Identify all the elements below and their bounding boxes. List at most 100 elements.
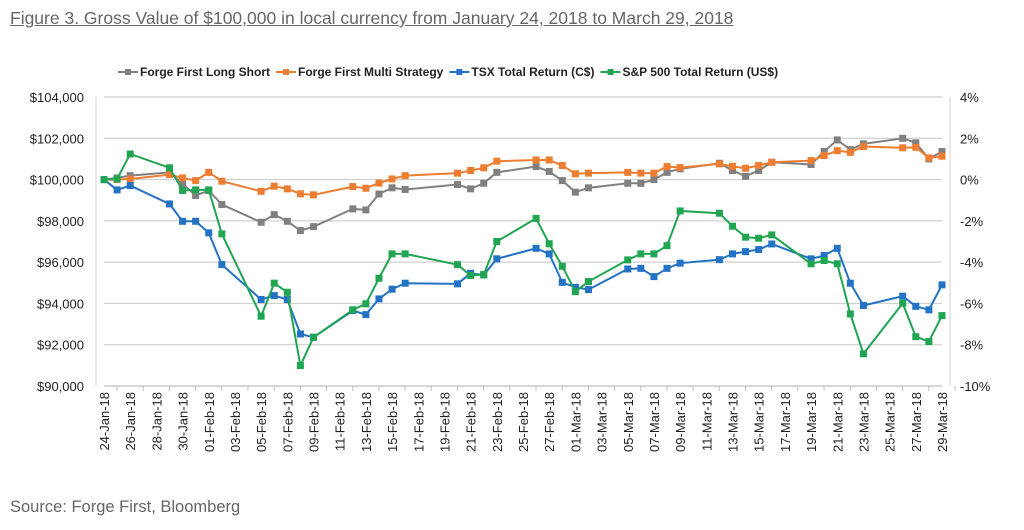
series-line [103, 178, 943, 339]
data-point [179, 174, 187, 182]
data-point [454, 181, 462, 189]
series-2 [100, 176, 946, 341]
x-tick-label: 21-Mar-18 [830, 392, 845, 452]
data-point [270, 211, 278, 219]
data-point [859, 143, 867, 151]
data-point [571, 170, 579, 178]
data-point [270, 292, 278, 300]
data-point [925, 306, 933, 314]
data-point [100, 176, 108, 184]
x-tick-label: 03-Mar-18 [595, 392, 610, 452]
data-point [859, 350, 867, 358]
data-point [296, 330, 304, 338]
data-point [715, 209, 723, 217]
series-0 [100, 134, 946, 235]
legend-marker [607, 69, 614, 75]
x-tick-label: 13-Mar-18 [726, 392, 741, 452]
data-point [807, 157, 815, 165]
data-point [401, 279, 409, 287]
data-point [375, 295, 383, 303]
data-point [375, 274, 383, 282]
data-point [113, 175, 121, 183]
data-point [192, 177, 200, 185]
figure-title: Figure 3. Gross Value of $100,000 in loc… [10, 8, 734, 28]
data-point [493, 157, 501, 165]
data-point [283, 217, 291, 225]
data-point [715, 160, 723, 168]
y-tick-label: $92,000 [37, 338, 84, 353]
data-point [584, 278, 592, 286]
x-tick-label: 29-Mar-18 [935, 392, 950, 452]
data-point [755, 246, 763, 254]
data-point [899, 292, 907, 300]
data-point [742, 164, 750, 172]
data-point [349, 306, 357, 314]
y2-tick-label: -10% [960, 379, 991, 394]
data-point [532, 156, 540, 164]
data-point [833, 244, 841, 252]
x-tick-label: 01-Mar-18 [568, 392, 583, 452]
data-point [218, 201, 226, 209]
data-point [676, 259, 684, 267]
data-point [650, 176, 658, 184]
x-tick-label: 19-Feb-18 [437, 392, 452, 452]
data-point [663, 264, 671, 272]
data-point [558, 162, 566, 170]
data-point [820, 147, 828, 155]
x-tick-label: 19-Mar-18 [804, 392, 819, 452]
data-point [584, 169, 592, 177]
x-tick-label: 28-Jan-18 [149, 392, 164, 451]
data-point [663, 168, 671, 176]
x-tick-label: 15-Feb-18 [385, 392, 400, 452]
data-point [663, 242, 671, 250]
data-point [768, 240, 776, 248]
data-point [938, 312, 946, 320]
data-point [545, 240, 553, 248]
data-point [205, 186, 213, 194]
data-point [310, 333, 317, 341]
series-3 [100, 150, 946, 370]
x-tick-label: 26-Jan-18 [123, 392, 138, 451]
legend: Forge First Long Short Forge First Multi … [118, 65, 778, 79]
data-point [532, 244, 540, 252]
x-tick-label: 23-Feb-18 [490, 392, 505, 452]
x-tick-label: 15-Mar-18 [752, 392, 767, 452]
data-point [571, 288, 579, 296]
x-tick-label: 01-Feb-18 [202, 392, 217, 452]
data-point [362, 311, 370, 319]
legend-item: TSX Total Return (C$) [449, 65, 594, 79]
data-point [375, 179, 383, 187]
data-point [650, 273, 658, 281]
data-point [833, 147, 841, 155]
data-point [296, 227, 304, 235]
data-point [192, 191, 200, 199]
y2-tick-label: -8% [960, 338, 984, 353]
data-point [362, 184, 370, 192]
axes: $90,000 -10% $92,000 -8% $94,000 -6% $96,000 -4… [30, 90, 991, 452]
data-point [545, 250, 553, 258]
x-tick-label: 05-Mar-18 [621, 392, 636, 452]
data-point [729, 166, 736, 174]
data-point [650, 169, 658, 177]
data-point [270, 182, 278, 190]
data-point [584, 184, 592, 192]
data-point [571, 283, 579, 291]
data-point [296, 190, 304, 198]
data-point [820, 252, 828, 260]
data-point [349, 205, 357, 213]
data-point [624, 256, 632, 264]
legend-label: TSX Total Return (C$) [471, 65, 594, 79]
data-point [454, 261, 462, 269]
data-point [349, 183, 357, 191]
data-point [375, 190, 383, 198]
data-point [480, 271, 488, 279]
data-point [401, 172, 409, 180]
data-point [454, 280, 462, 288]
data-point [192, 217, 200, 225]
data-point [558, 262, 566, 270]
data-point [388, 285, 396, 293]
data-point [113, 186, 121, 194]
data-point [938, 147, 946, 155]
data-point [388, 250, 396, 258]
data-point [179, 187, 187, 195]
